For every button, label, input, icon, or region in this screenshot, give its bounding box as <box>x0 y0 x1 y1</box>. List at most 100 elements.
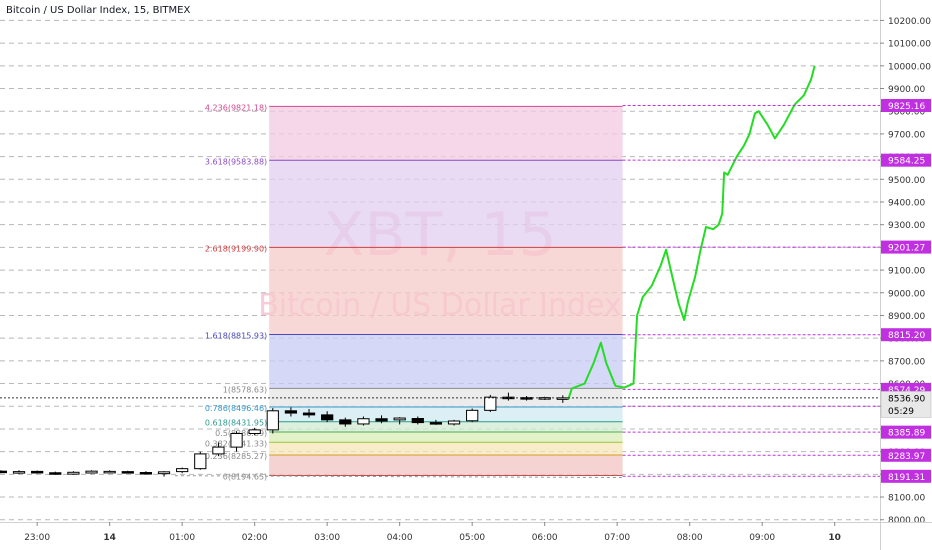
candle-body <box>429 422 443 425</box>
y-tick-label: 9100.00 <box>888 267 925 277</box>
candles <box>0 392 569 477</box>
x-tick-label: 14 <box>103 533 116 543</box>
candle-body <box>284 410 298 414</box>
grid <box>0 19 880 521</box>
candle-body <box>31 470 44 474</box>
candle-body <box>321 414 334 421</box>
candle-body <box>194 453 207 470</box>
x-tick-label: 02:00 <box>242 533 268 543</box>
candle-body <box>266 410 279 431</box>
candle-body <box>302 412 316 416</box>
candle-body <box>230 432 243 448</box>
price-level-lines <box>0 104 880 477</box>
candle-body <box>0 470 8 474</box>
fib-zone <box>269 106 623 161</box>
candle-body <box>375 418 388 422</box>
y-tick-label: 9000.00 <box>888 289 925 299</box>
x-tick-label: 09:00 <box>749 533 775 543</box>
y-tick-label: 9700.00 <box>888 130 925 140</box>
fib-level-label: 0(8194.65) <box>223 473 267 482</box>
candle-body <box>447 420 461 425</box>
price-label-text: 8191.31 <box>888 473 925 483</box>
price-label-bg <box>881 98 931 112</box>
candle-body <box>466 409 479 422</box>
price-label-text: 8815.20 <box>888 331 925 341</box>
x-tick-label: 08:00 <box>677 533 703 543</box>
candle-body <box>103 470 116 474</box>
y-tick-label: 9800.00 <box>888 108 925 118</box>
price-label-text: 8385.89 <box>888 429 925 439</box>
x-tick-label: 04:00 <box>387 533 413 543</box>
trend-line-group[interactable] <box>174 475 623 479</box>
price-label-bg <box>881 425 931 439</box>
candle-body <box>67 471 80 475</box>
price-label-text: 9825.16 <box>888 102 925 112</box>
candle-body <box>484 396 497 411</box>
candle-body <box>176 468 189 473</box>
fib-level-label: 2.618(9199.90) <box>205 244 267 253</box>
fib-zone <box>269 247 623 335</box>
price-label-bg <box>881 469 931 483</box>
fib-level-label: 0.786(8496.46) <box>205 404 267 413</box>
candle-body <box>139 472 153 475</box>
price-label-bg <box>881 448 931 462</box>
candle-body <box>248 429 261 434</box>
current-price-text: 8536.90 <box>888 394 925 404</box>
candle-body <box>157 471 171 475</box>
y-tick-label: 9300.00 <box>888 221 925 231</box>
fib-level-label: 1(8578.63) <box>223 385 267 394</box>
y-tick-label: 8000.00 <box>888 516 925 526</box>
price-label-text: 9201.27 <box>888 244 925 254</box>
fib-zone <box>269 421 623 432</box>
projection-path <box>567 65 816 400</box>
fib-zone <box>269 431 623 443</box>
fib-level-label: 4.236(9821.18) <box>205 103 267 112</box>
x-tick-label: 07:00 <box>604 533 630 543</box>
price-label-bg <box>881 153 931 167</box>
fib-level-label: 0.618(8431.95) <box>205 419 267 428</box>
y-tick-label: 10000.00 <box>888 62 931 72</box>
y-tick-label: 8900.00 <box>888 312 925 322</box>
candle-body <box>339 419 352 425</box>
price-label-bg <box>881 240 931 254</box>
price-label-bg <box>881 328 931 342</box>
price-label-text: 8283.97 <box>888 452 925 462</box>
price-label-text: 8574.29 <box>888 386 925 396</box>
price-axis[interactable]: 8000.008100.008200.008300.008400.008500.… <box>880 0 932 550</box>
candle-body <box>393 417 406 421</box>
fib-extension[interactable]: 0(8194.65)0.236(8285.27)0.382(8341.33)0.… <box>205 103 623 482</box>
current-price-badge <box>880 391 932 418</box>
candle-body <box>212 446 225 455</box>
candle-body <box>49 472 62 475</box>
y-tick-label: 9500.00 <box>888 176 925 186</box>
fib-level-label: 3.618(9583.88) <box>205 157 267 166</box>
projection-group[interactable] <box>567 65 816 400</box>
y-tick-label: 8100.00 <box>888 494 925 504</box>
y-tick-label: 10200.00 <box>888 17 931 27</box>
price-label-text: 9584.25 <box>888 157 925 167</box>
fib-level-label: 1.618(8815.93) <box>205 332 267 341</box>
y-tick-label: 9900.00 <box>888 85 925 95</box>
fib-zone <box>269 442 623 455</box>
y-tick-label: 10100.00 <box>888 40 931 50</box>
x-tick-label: 23:00 <box>24 533 50 543</box>
candle-body <box>520 397 533 400</box>
fib-zone <box>269 334 623 389</box>
fib-zone <box>269 160 623 248</box>
fib-zone <box>269 407 623 422</box>
symbol-title: Bitcoin / US Dollar Index, 15, BITMEX <box>6 5 191 16</box>
candle-body <box>556 397 569 400</box>
candle-body <box>357 418 370 425</box>
time-axis[interactable]: 23:00 14 01:00 02:00 03:00 04:00 05:00 06:00 07:… <box>0 522 932 550</box>
y-tick-label: 8700.00 <box>888 357 925 367</box>
x-tick-label: 06:00 <box>532 533 558 543</box>
x-tick-label: 01:00 <box>169 533 195 543</box>
fib-level-label: 0.236(8285.27) <box>205 452 267 461</box>
x-tick-label: 10 <box>828 533 841 543</box>
candle-body <box>121 471 134 474</box>
time-axis-bg <box>0 522 880 550</box>
candle-body <box>85 470 98 474</box>
candle-body <box>411 418 424 424</box>
